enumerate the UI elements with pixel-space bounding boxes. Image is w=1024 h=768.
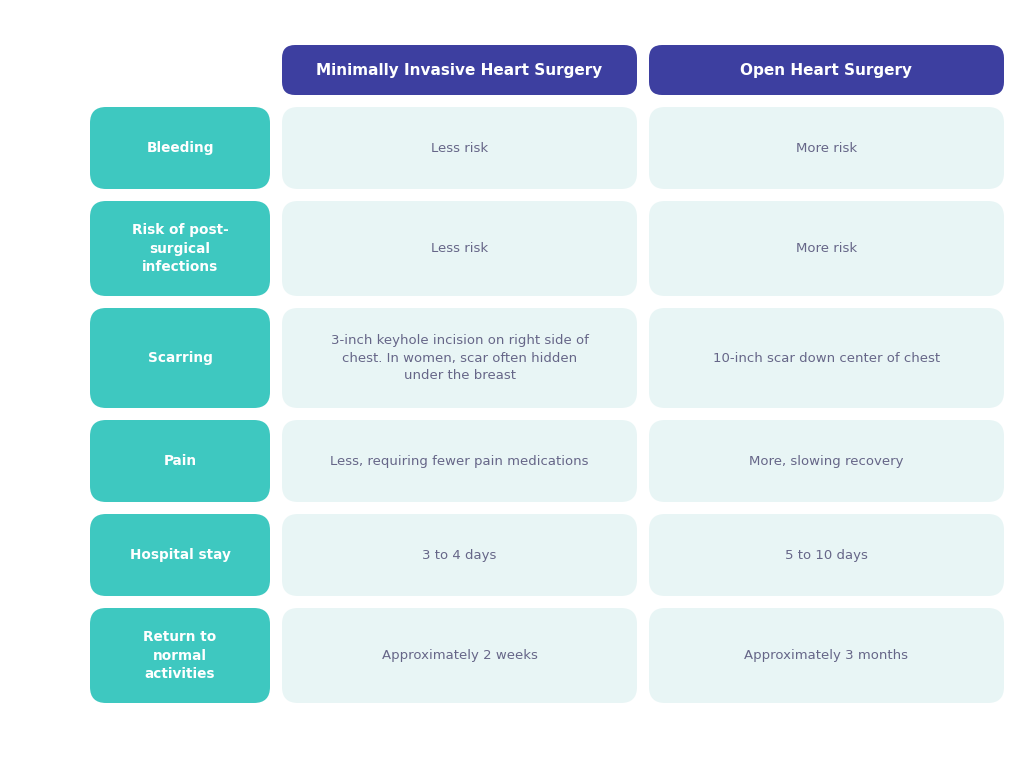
Text: More, slowing recovery: More, slowing recovery <box>750 455 904 468</box>
FancyBboxPatch shape <box>282 45 637 95</box>
Text: Risk of post-
surgical
infections: Risk of post- surgical infections <box>132 223 228 274</box>
Text: Pain: Pain <box>164 454 197 468</box>
FancyBboxPatch shape <box>649 308 1004 408</box>
Text: Minimally Invasive Heart Surgery: Minimally Invasive Heart Surgery <box>316 62 603 78</box>
FancyBboxPatch shape <box>282 420 637 502</box>
FancyBboxPatch shape <box>282 107 637 189</box>
Text: Approximately 2 weeks: Approximately 2 weeks <box>382 649 538 662</box>
FancyBboxPatch shape <box>649 420 1004 502</box>
Text: Open Heart Surgery: Open Heart Surgery <box>740 62 912 78</box>
FancyBboxPatch shape <box>282 608 637 703</box>
Text: 5 to 10 days: 5 to 10 days <box>785 548 868 561</box>
FancyBboxPatch shape <box>649 45 1004 95</box>
Text: 3 to 4 days: 3 to 4 days <box>422 548 497 561</box>
Text: Less, requiring fewer pain medications: Less, requiring fewer pain medications <box>331 455 589 468</box>
Text: Approximately 3 months: Approximately 3 months <box>744 649 908 662</box>
FancyBboxPatch shape <box>90 420 270 502</box>
FancyBboxPatch shape <box>649 514 1004 596</box>
FancyBboxPatch shape <box>90 308 270 408</box>
FancyBboxPatch shape <box>282 514 637 596</box>
Text: More risk: More risk <box>796 141 857 154</box>
FancyBboxPatch shape <box>282 201 637 296</box>
Text: 3-inch keyhole incision on right side of
chest. In women, scar often hidden
unde: 3-inch keyhole incision on right side of… <box>331 334 589 382</box>
Text: Less risk: Less risk <box>431 141 488 154</box>
FancyBboxPatch shape <box>90 201 270 296</box>
FancyBboxPatch shape <box>90 107 270 189</box>
Text: Bleeding: Bleeding <box>146 141 214 155</box>
FancyBboxPatch shape <box>90 514 270 596</box>
Text: Less risk: Less risk <box>431 242 488 255</box>
Text: More risk: More risk <box>796 242 857 255</box>
FancyBboxPatch shape <box>649 201 1004 296</box>
Text: Hospital stay: Hospital stay <box>130 548 230 562</box>
Text: Scarring: Scarring <box>147 351 212 365</box>
FancyBboxPatch shape <box>282 308 637 408</box>
FancyBboxPatch shape <box>649 608 1004 703</box>
Text: Return to
normal
activities: Return to normal activities <box>143 630 217 681</box>
FancyBboxPatch shape <box>90 608 270 703</box>
FancyBboxPatch shape <box>649 107 1004 189</box>
Text: 10-inch scar down center of chest: 10-inch scar down center of chest <box>713 352 940 365</box>
